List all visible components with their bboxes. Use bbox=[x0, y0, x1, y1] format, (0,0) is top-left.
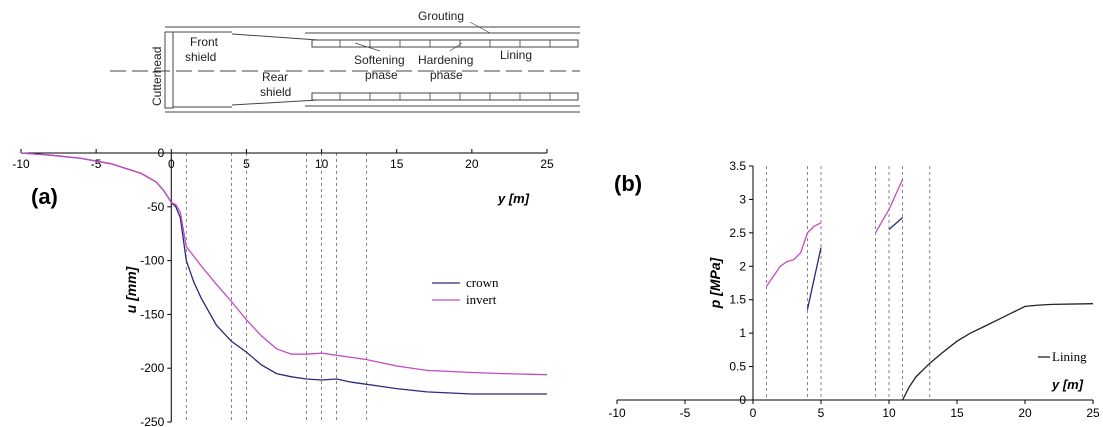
diagram-label-rear-shield-2: shield bbox=[260, 85, 291, 99]
chart-b-y-tick-label: 0 bbox=[739, 393, 746, 407]
diagram-lining-bottom bbox=[311, 92, 579, 101]
diagram-labels: Grouting Cutterhead Front shield Rear sh… bbox=[150, 9, 532, 106]
chart-b-y-axis-label: p [MPa] bbox=[707, 256, 723, 309]
chart-b-y-tick-label: 1 bbox=[739, 326, 746, 340]
diagram-lining-top bbox=[311, 39, 579, 48]
chart-b-y-tick-label: 3.5 bbox=[729, 159, 746, 173]
diagram-hardening-pointer bbox=[449, 42, 463, 52]
chart-a-x-tick-label: 25 bbox=[540, 157, 554, 171]
chart-b-x-axis-label: y [m] bbox=[1051, 377, 1084, 392]
diagram-label-softening-2: phase bbox=[365, 68, 398, 82]
diagram-rear-shield-bottom bbox=[231, 99, 319, 106]
chart-a-x-tick-label: -5 bbox=[91, 157, 102, 171]
chart-b-y-tick-label: 3 bbox=[739, 192, 746, 206]
diagram-rear-shield-top bbox=[231, 33, 319, 41]
tbm-diagram bbox=[110, 21, 580, 113]
diagram-label-hardening-1: Hardening bbox=[418, 53, 473, 67]
chart-b-series-invert-segment bbox=[874, 179, 904, 234]
chart-b-y-tick-label: 2 bbox=[739, 259, 746, 273]
chart-a-x-tick-label: 10 bbox=[315, 157, 329, 171]
chart-a-x-tick-label: -10 bbox=[12, 157, 30, 171]
chart-b-x-tick-label: 10 bbox=[882, 406, 896, 420]
chart-a-legend-label-crown: crown bbox=[466, 275, 499, 290]
chart-a-x-tick-label: 20 bbox=[465, 157, 479, 171]
chart-b-x-tick-label: -10 bbox=[608, 406, 626, 420]
chart-a-y-tick-label: 0 bbox=[158, 146, 165, 160]
chart-b-series-lining-segment bbox=[902, 303, 1094, 401]
chart-b: -10 -5 0 5 10 15 20 25 0 0.5 1 1.5 2 2.5 3 3.5 Lining y [… bbox=[608, 159, 1100, 420]
chart-a-x-axis-label: y [m] bbox=[497, 191, 530, 206]
diagram-label-softening-1: Softening bbox=[354, 53, 405, 67]
chart-a-y-tick-label: -200 bbox=[140, 361, 164, 375]
chart-a-panel-label: (a) bbox=[31, 184, 58, 209]
diagram-label-front-shield-1: Front bbox=[190, 35, 219, 49]
chart-a-x-tick-label: 15 bbox=[390, 157, 404, 171]
diagram-cutterhead bbox=[164, 31, 174, 109]
chart-b-series-crown-segment bbox=[888, 217, 904, 230]
chart-b-x-tick-label: 20 bbox=[1018, 406, 1032, 420]
chart-a-y-axis-label: u [mm] bbox=[123, 265, 139, 313]
chart-b-series-invert-segment bbox=[766, 222, 822, 287]
chart-b-panel-label: (b) bbox=[614, 171, 642, 196]
chart-b-y-tick-label: 0.5 bbox=[729, 360, 746, 374]
chart-a-y-tick-label: -250 bbox=[140, 415, 164, 427]
diagram-label-front-shield-2: shield bbox=[185, 50, 216, 64]
diagram-softening-pointer bbox=[354, 42, 381, 52]
chart-b-x-tick-label: -5 bbox=[680, 406, 691, 420]
chart-b-y-tick-label: 2.5 bbox=[729, 226, 746, 240]
chart-a-y-tick-label: -50 bbox=[147, 200, 165, 214]
diagram-label-grouting: Grouting bbox=[418, 9, 464, 23]
chart-b-x-tick-label: 5 bbox=[818, 406, 825, 420]
chart-b-legend-label-lining: Lining bbox=[1052, 349, 1087, 364]
chart-a-x-tick-label: 0 bbox=[168, 157, 175, 171]
diagram-label-cutterhead: Cutterhead bbox=[150, 47, 164, 106]
chart-a-legend-label-invert: invert bbox=[466, 292, 497, 307]
chart-a-series-crown bbox=[20, 152, 547, 395]
chart-b-series-crown-segment bbox=[806, 247, 822, 310]
chart-a-series-invert bbox=[20, 152, 548, 376]
chart-b-x-tick-label: 25 bbox=[1086, 406, 1100, 420]
chart-b-x-tick-label: 15 bbox=[950, 406, 964, 420]
chart-a-x-tick-label: 5 bbox=[243, 157, 250, 171]
diagram-label-rear-shield-1: Rear bbox=[262, 70, 288, 84]
chart-a: -10 -5 0 5 10 15 20 250-50-100-150-200-250crown… bbox=[12, 146, 554, 427]
chart-b-x-tick-label: 0 bbox=[750, 406, 757, 420]
chart-b-y-tick-label: 1.5 bbox=[729, 293, 746, 307]
diagram-grouting-pointer bbox=[469, 21, 491, 34]
diagram-lining-joints bbox=[339, 40, 551, 100]
diagram-label-lining: Lining bbox=[500, 48, 532, 62]
chart-a-y-tick-label: -150 bbox=[140, 307, 164, 321]
diagram-label-hardening-2: phase bbox=[430, 68, 463, 82]
chart-a-y-tick-label: -100 bbox=[140, 254, 164, 268]
